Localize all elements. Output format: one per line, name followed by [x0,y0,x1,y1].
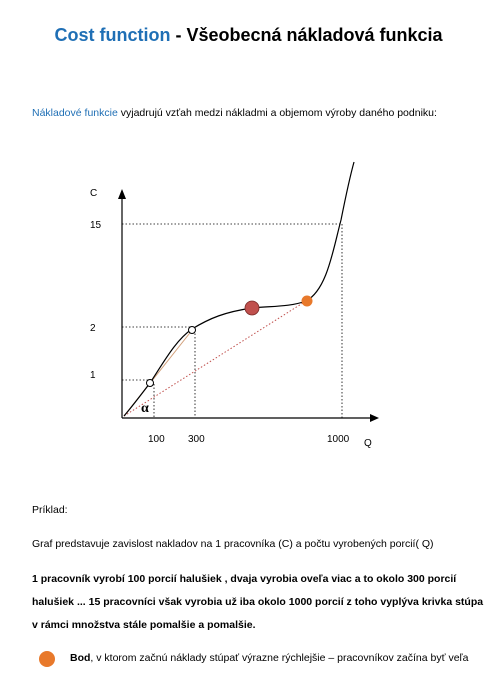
x-tick-100: 100 [148,434,165,445]
bullet-bold: Bod [70,652,91,664]
x-axis-arrow [370,414,379,422]
title-separator: - [170,25,187,45]
orange-bullet [39,651,55,667]
threshold-point [301,295,313,307]
example-bold-1: 1 pracovník vyrobí 100 porcií halušiek ,… [32,573,457,585]
point-100 [146,379,154,387]
ray-to-threshold [123,300,307,417]
intro-text: Nákladové funkcie vyjadrujú vzťah medzi … [32,107,437,119]
cost-curve [123,161,355,417]
y-axis-arrow [118,189,126,199]
page-title: Cost function - Všeobecná nákladová funk… [0,25,497,46]
x-axis-label: Q [364,438,372,449]
example-heading: Príklad: [32,504,68,516]
intro-rest: vyjadrujú vzťah medzi nákladmi a objemom… [117,107,437,119]
title-slovak: Všeobecná nákladová funkcia [186,25,443,45]
example-bold-3: v rámci množstva stále pomalšie a pomalš… [32,619,256,631]
point-300 [188,326,196,334]
example-bold-2: halušiek ... 15 pracovníci však vyrobia … [32,596,484,608]
cost-chart: α C Q 1 2 15 100 300 1000 [90,161,379,449]
bullet-text: Bod, v ktorom začnú náklady stúpať výraz… [70,652,468,664]
intro-highlight: Nákladové funkcie [32,107,118,119]
angle-label: α [141,401,149,416]
y-tick-15: 15 [90,220,102,231]
example-line: Graf predstavuje zavislost nakladov na 1… [32,538,434,550]
y-tick-1: 1 [90,370,96,381]
y-tick-2: 2 [90,323,96,334]
title-english: Cost function [54,25,171,45]
x-tick-300: 300 [188,434,205,445]
inflection-point [244,300,260,316]
y-axis-label: C [90,188,97,199]
x-tick-1000: 1000 [327,434,350,445]
bullet-rest: , v ktorom začnú náklady stúpať výrazne … [90,652,469,664]
